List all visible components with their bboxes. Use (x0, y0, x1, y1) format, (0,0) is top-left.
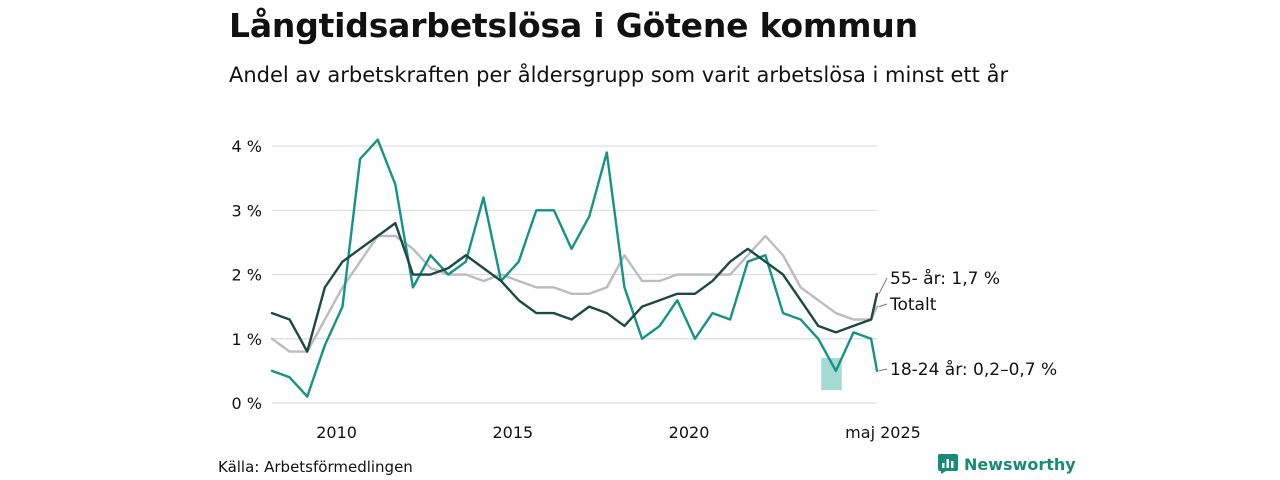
end-label-totalt: Totalt (889, 295, 937, 315)
leader-line (878, 303, 888, 308)
brand-logo: Newsworthy (938, 454, 1076, 474)
source-note: Källa: Arbetsförmedlingen (218, 458, 413, 476)
end-label-55-ar: 55- år: 1,7 % (890, 268, 1000, 289)
y-tick-label: 1 % (232, 330, 262, 349)
end-label-18-24-ar: 18-24 år: 0,2–0,7 % (890, 359, 1057, 380)
range-band-18-24 (821, 358, 842, 391)
y-tick-label: 0 % (232, 394, 262, 413)
x-end-label: maj 2025 (845, 423, 921, 442)
series-line-totalt (270, 234, 879, 353)
brand-name: Newsworthy (964, 454, 1076, 474)
chart-subtitle: Andel av arbetskraften per åldersgrupp s… (229, 63, 1009, 87)
y-tick-label: 3 % (232, 201, 262, 220)
leader-line (878, 277, 888, 295)
chart-title: Långtidsarbetslösa i Götene kommun (229, 6, 918, 45)
x-tick-label: 2015 (492, 423, 533, 442)
x-tick-label: 2020 (669, 423, 710, 442)
bar-chart-logo-icon (938, 454, 958, 474)
x-tick-label: 2010 (316, 423, 357, 442)
leader-line (878, 368, 888, 372)
y-tick-label: 4 % (232, 137, 262, 156)
series-line-55-ar (270, 221, 879, 353)
series-line-18-24-ar (270, 138, 879, 398)
y-tick-label: 2 % (232, 266, 262, 285)
